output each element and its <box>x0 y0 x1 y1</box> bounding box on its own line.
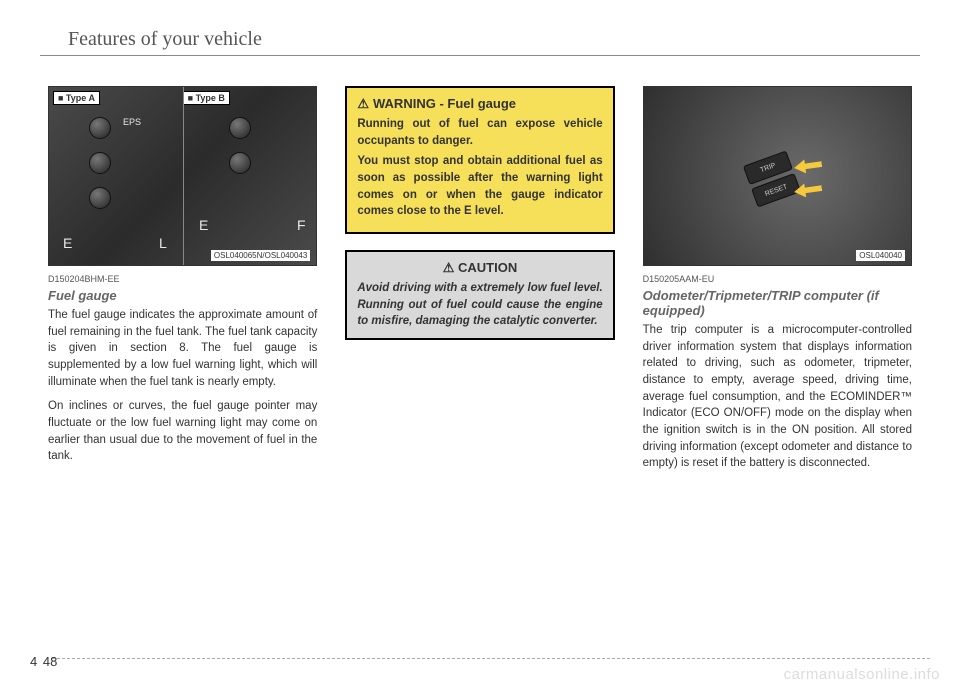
trip-computer-figure: TRIP RESET OSL040040 <box>643 86 912 266</box>
gauge-knob <box>89 187 111 209</box>
page-footer: 4 48 <box>30 654 57 669</box>
arrow-icon <box>793 157 823 175</box>
header-title: Features of your vehicle <box>68 28 940 51</box>
header-rule <box>40 55 920 56</box>
fuel-gauge-heading: Fuel gauge <box>48 288 317 303</box>
body-paragraph: The trip computer is a microcomputer-con… <box>643 322 912 472</box>
trip-button-group: TRIP RESET <box>743 150 801 207</box>
fuel-gauge-figure: ■ Type A ■ Type B EPS E L E F OSL040065N… <box>48 86 317 266</box>
ref-code: D150204BHM-EE <box>48 274 317 284</box>
warning-box: ⚠ WARNING - Fuel gauge Running out of fue… <box>345 86 614 234</box>
columns: ■ Type A ■ Type B EPS E L E F OSL040065N… <box>20 86 940 480</box>
figure-code: OSL040065N/OSL040043 <box>211 250 310 261</box>
column-left: ■ Type A ■ Type B EPS E L E F OSL040065N… <box>48 86 317 480</box>
eps-label: EPS <box>123 117 141 127</box>
caution-heading: ⚠ CAUTION <box>357 260 602 276</box>
page-number: 48 <box>43 654 57 669</box>
warning-heading: ⚠ WARNING - Fuel gauge <box>357 96 602 112</box>
gauge-knob <box>89 152 111 174</box>
warning-head-suffix: - Fuel gauge <box>436 96 516 111</box>
gauge-knob <box>229 117 251 139</box>
warning-text: You must stop and obtain additional fuel… <box>357 153 602 220</box>
gauge-l: L <box>159 235 167 251</box>
type-b-label: ■ Type B <box>183 91 230 105</box>
caution-box: ⚠ CAUTION Avoid driving with a extremely… <box>345 250 614 340</box>
warning-head-text: WARNING <box>373 96 436 111</box>
caution-icon: ⚠ <box>443 260 458 275</box>
figure-divider <box>183 87 184 265</box>
caution-text: Avoid driving with a extremely low fuel … <box>357 280 602 330</box>
trip-heading: Odometer/Tripmeter/TRIP computer (if equ… <box>643 288 912 318</box>
gauge-e: E <box>63 235 72 251</box>
gauge-e2: E <box>199 217 208 233</box>
column-center: ⚠ WARNING - Fuel gauge Running out of fue… <box>345 86 614 480</box>
type-a-label: ■ Type A <box>53 91 100 105</box>
footer-dotline <box>52 658 930 659</box>
watermark: carmanualsonline.info <box>784 666 940 683</box>
column-right: TRIP RESET OSL040040 D150205AAM-EU Odome… <box>643 86 912 480</box>
chapter-number: 4 <box>30 654 37 669</box>
gauge-knob <box>89 117 111 139</box>
warning-text: Running out of fuel can expose vehicle o… <box>357 116 602 149</box>
gauge-f: F <box>297 217 306 233</box>
body-paragraph: On inclines or curves, the fuel gauge po… <box>48 398 317 465</box>
ref-code: D150205AAM-EU <box>643 274 912 284</box>
gauge-knob <box>229 152 251 174</box>
body-paragraph: The fuel gauge indicates the approximate… <box>48 307 317 390</box>
figure-code: OSL040040 <box>856 250 905 261</box>
page: Features of your vehicle ■ Type A ■ Type… <box>20 0 940 480</box>
warning-icon: ⚠ <box>357 96 369 112</box>
caution-head-text: CAUTION <box>458 260 517 275</box>
